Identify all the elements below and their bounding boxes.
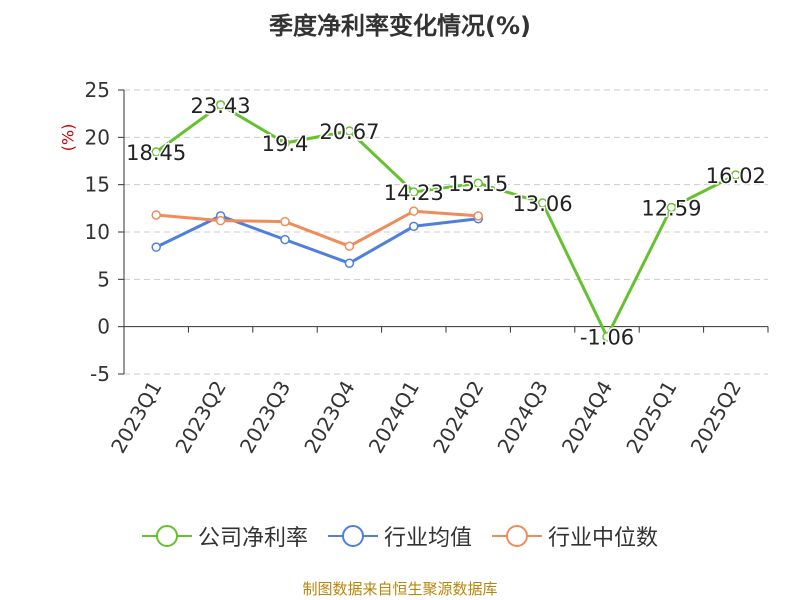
- y-tick-label: 15: [85, 173, 110, 197]
- data-label: 13.06: [513, 192, 573, 216]
- data-label: 14.23: [384, 181, 444, 205]
- legend: 公司净利率 行业均值 行业中位数: [0, 520, 800, 552]
- x-tick-label: 2023Q3: [235, 377, 295, 458]
- legend-item-industry-mean[interactable]: 行业均值: [327, 520, 472, 552]
- data-point: [280, 234, 290, 245]
- legend-marker-icon: [492, 524, 542, 548]
- x-tick-label: 2024Q4: [557, 377, 617, 458]
- data-source-note: 制图数据来自恒生聚源数据库: [302, 580, 498, 598]
- series-line: [155, 214, 479, 265]
- y-tick-label: 0: [97, 315, 110, 339]
- chart-title: 季度净利率变化情况(%): [269, 12, 531, 40]
- legend-marker-icon: [327, 524, 378, 548]
- data-point: [151, 210, 161, 220]
- x-tick-label: 2023Q1: [106, 377, 166, 458]
- data-point: [537, 198, 548, 208]
- data-point: [666, 202, 677, 213]
- data-point: [344, 258, 355, 268]
- data-point: [344, 241, 355, 251]
- data-label: 12.59: [641, 196, 701, 220]
- x-tick-label: 2023Q4: [299, 377, 359, 458]
- y-tick-label: 25: [85, 78, 110, 102]
- data-label: 23.43: [191, 94, 251, 118]
- data-point: [731, 170, 741, 180]
- data-point: [409, 221, 419, 232]
- data-point: [473, 178, 483, 188]
- data-point: [602, 331, 612, 342]
- data-label: 15.15: [448, 172, 508, 196]
- x-tick-label: 2024Q1: [364, 377, 424, 458]
- y-tick-label: 10: [85, 220, 110, 244]
- x-tick-label: 2024Q2: [428, 377, 488, 458]
- data-point: [215, 215, 226, 226]
- legend-label: 公司净利率: [197, 526, 308, 551]
- y-tick-label: 20: [85, 125, 110, 149]
- y-tick-label: -5: [90, 362, 110, 386]
- data-point: [280, 138, 290, 148]
- data-label: 20.67: [319, 120, 379, 144]
- x-tick-label: 2023Q2: [170, 377, 230, 458]
- data-point: [344, 126, 355, 136]
- legend-item-industry-median[interactable]: 行业中位数: [492, 520, 658, 552]
- data-label: 19.4: [262, 132, 309, 156]
- data-label: 18.45: [126, 141, 186, 165]
- legend-label: 行业中位数: [548, 526, 659, 551]
- data-label: 16.02: [706, 164, 766, 188]
- data-point: [409, 206, 419, 216]
- data-label: -1.06: [580, 326, 634, 350]
- data-point: [280, 216, 290, 227]
- x-tick-label: 2025Q1: [621, 377, 681, 458]
- series-line: [155, 103, 737, 339]
- x-tick-label: 2024Q3: [492, 377, 552, 458]
- data-point: [151, 242, 161, 252]
- legend-marker-icon: [141, 524, 192, 548]
- data-point: [215, 100, 226, 110]
- data-point: [409, 187, 419, 197]
- series-line: [156, 209, 479, 248]
- legend-item-company-net-margin[interactable]: 公司净利率: [141, 520, 308, 552]
- x-tick-label: 2025Q2: [686, 377, 746, 458]
- data-point: [151, 147, 161, 157]
- legend-label: 行业均值: [383, 526, 472, 551]
- data-point: [473, 211, 483, 221]
- y-tick-label: 5: [97, 267, 110, 291]
